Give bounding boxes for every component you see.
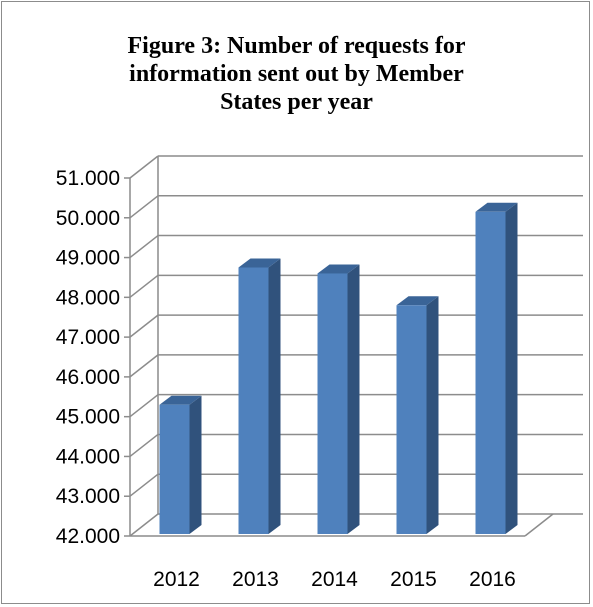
bar-2015 — [396, 296, 439, 534]
gridline-slant — [129, 433, 159, 458]
gridline-slant — [129, 155, 159, 179]
x-tick-label: 2012 — [153, 568, 200, 591]
y-tick-label: 50.000 — [56, 207, 120, 230]
bar-2016 — [475, 202, 518, 535]
gridline-slant — [129, 513, 159, 537]
floor-right-edge — [524, 513, 554, 537]
gridline-slant — [129, 195, 159, 219]
bar-top-face — [238, 258, 281, 268]
bar-top-face — [159, 395, 202, 405]
y-tick-label: 46.000 — [56, 366, 120, 389]
y-tick-label: 47.000 — [56, 326, 120, 349]
chart-title-line-2: information sent out by Member — [129, 61, 464, 87]
x-tick-label: 2016 — [469, 568, 516, 591]
bar-side-face — [268, 258, 281, 534]
chart-title-line-1: Figure 3: Number of requests for — [127, 33, 466, 59]
y-tick-label: 51.000 — [56, 167, 120, 190]
bar-front-face — [238, 267, 269, 534]
bar-top-face — [317, 264, 360, 274]
gridline-slant — [129, 394, 159, 418]
gridline-slant — [129, 354, 159, 378]
y-tick-label: 45.000 — [56, 406, 120, 429]
gridline-slant — [129, 314, 159, 338]
y-tick-label: 49.000 — [56, 247, 120, 270]
x-tick-label: 2014 — [311, 568, 358, 591]
chart-title-line-3: States per year — [220, 89, 373, 115]
bar-side-face — [347, 264, 360, 534]
x-tick-label: 2015 — [390, 568, 437, 591]
bar-side-face — [426, 296, 439, 534]
bar-2013 — [238, 258, 281, 534]
bar-front-face — [159, 404, 190, 534]
bar-2012 — [159, 395, 202, 534]
bar-2014 — [317, 264, 360, 534]
y-tick-label: 42.000 — [56, 525, 120, 548]
bar-front-face — [317, 273, 348, 534]
bar-top-face — [475, 202, 518, 212]
bar-front-face — [475, 211, 506, 535]
gridline-slant — [129, 473, 159, 497]
chart-title: Figure 3: Number of requests for informa… — [0, 32, 593, 116]
y-tick-label: 44.000 — [56, 445, 120, 468]
bar-side-face — [505, 202, 518, 535]
x-tick-label: 2013 — [232, 568, 279, 591]
bar-front-face — [396, 305, 427, 534]
gridline-slant — [129, 274, 159, 298]
gridline-slant — [129, 234, 159, 259]
bar-top-face — [396, 296, 439, 306]
bar-side-face — [189, 395, 202, 534]
y-tick-label: 48.000 — [56, 286, 120, 309]
y-tick-label: 43.000 — [56, 485, 120, 508]
